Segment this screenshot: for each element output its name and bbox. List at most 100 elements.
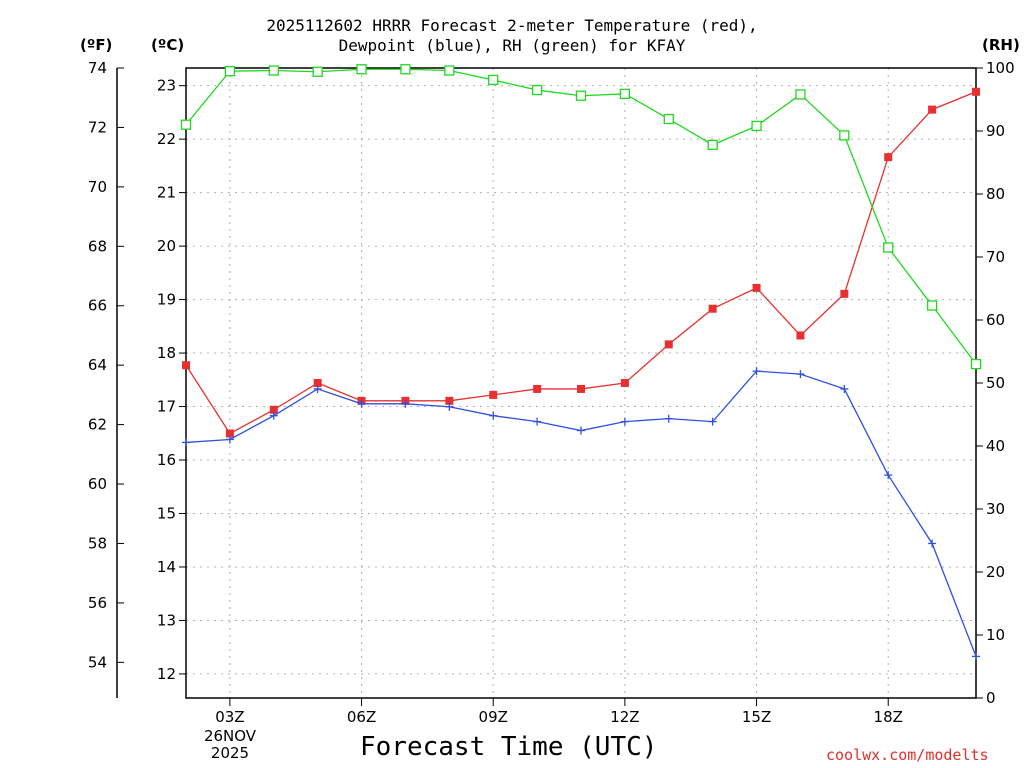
dewpoint-point: [225, 435, 234, 444]
temperature-point: [752, 283, 761, 292]
dewpoint-point: [620, 417, 629, 426]
x-tick-label: 06Z: [347, 708, 376, 726]
dewpoint-point: [708, 417, 717, 426]
temperature-point: [972, 87, 980, 96]
temperature-point: [445, 396, 454, 405]
celsius-tick-label: 22: [157, 130, 176, 148]
rh-point: [926, 300, 938, 311]
fahrenheit-tick-label: 54: [88, 653, 107, 671]
dewpoint-point: [182, 438, 190, 447]
dewpoint-point: [533, 417, 542, 426]
dewpoint-point: [972, 652, 980, 661]
temperature-point: [577, 384, 585, 393]
rh-tick-label: 100: [986, 59, 1015, 77]
dewpoint-point: [269, 411, 278, 420]
fahrenheit-tick-label: 58: [88, 534, 107, 552]
celsius-tick-label: 14: [157, 558, 176, 576]
dewpoint-point: [357, 399, 366, 408]
dewpoint-point: [489, 411, 498, 420]
rh-point: [970, 358, 982, 370]
temperature-point: [313, 379, 322, 387]
celsius-tick-label: 23: [157, 77, 176, 95]
rh-tick-label: 40: [986, 437, 1005, 455]
rh-axis-label: (RH): [982, 36, 1020, 54]
celsius-tick-label: 15: [157, 504, 176, 522]
temperature-point: [533, 384, 542, 393]
rh-point: [488, 74, 499, 86]
rh-point: [312, 66, 323, 77]
dewpoint-point: [577, 426, 585, 435]
temperature-point: [182, 361, 190, 370]
dewpoint-point: [884, 471, 893, 480]
rh-point: [839, 130, 850, 141]
celsius-tick-label: 19: [157, 291, 176, 309]
temperature-line: [185, 91, 977, 435]
rh-tick-label: 50: [986, 374, 1005, 392]
watermark: coolwx.com/modelts: [826, 746, 989, 764]
fahrenheit-tick-label: 72: [88, 118, 107, 136]
temperature-point: [664, 340, 673, 349]
x-tick-label: 03Z: [215, 708, 244, 726]
rh-point: [707, 139, 718, 151]
fahrenheit-tick-label: 56: [88, 594, 107, 612]
fahrenheit-tick-label: 62: [88, 416, 107, 434]
dewpoint-point: [796, 370, 805, 379]
date-label-year: 2025: [210, 744, 250, 762]
dewpoint-point: [840, 384, 849, 393]
rh-tick-label: 90: [986, 122, 1005, 140]
temperature-point: [489, 390, 498, 399]
temperature-point: [225, 429, 234, 438]
dewpoint-point: [752, 367, 761, 376]
fahrenheit-axis-label: (ºF): [80, 36, 113, 54]
x-tick-label: 18Z: [874, 708, 903, 726]
celsius-tick-label: 20: [157, 237, 176, 255]
temperature-point: [884, 153, 893, 162]
dewpoint-point: [313, 384, 322, 393]
temperature-point: [928, 105, 937, 114]
rh-point: [795, 89, 806, 100]
rh-point: [400, 64, 411, 75]
fahrenheit-tick-label: 68: [88, 237, 107, 255]
x-tick-label: 09Z: [479, 708, 508, 726]
celsius-axis-label: (ºC): [151, 36, 185, 54]
rh-point: [531, 84, 543, 96]
celsius-tick-label: 21: [157, 184, 176, 202]
fahrenheit-tick-label: 74: [88, 59, 107, 77]
temperature-point: [840, 289, 849, 298]
rh-point: [224, 66, 236, 77]
celsius-tick-label: 13: [157, 611, 176, 629]
fahrenheit-tick-label: 70: [88, 178, 107, 196]
rh-point: [883, 242, 894, 253]
plot-frame: [185, 67, 977, 699]
temperature-point: [708, 304, 717, 313]
celsius-tick-label: 18: [157, 344, 176, 362]
rh-tick-label: 20: [986, 563, 1005, 581]
x-tick-label: 15Z: [742, 708, 771, 726]
dewpoint-line: [185, 370, 977, 657]
rh-tick-label: 0: [986, 689, 996, 707]
rh-line: [185, 68, 977, 365]
fahrenheit-tick-label: 66: [88, 297, 107, 315]
rh-tick-label: 70: [986, 248, 1005, 266]
temperature-point: [796, 331, 805, 340]
rh-point: [619, 88, 631, 99]
x-axis-title: Forecast Time (UTC): [360, 732, 658, 762]
rh-point: [575, 90, 587, 101]
celsius-tick-label: 17: [157, 398, 176, 416]
temperature-point: [269, 405, 278, 414]
fahrenheit-tick-label: 64: [88, 356, 107, 374]
dewpoint-point: [664, 414, 673, 423]
rh-point: [751, 120, 762, 132]
rh-point: [268, 65, 279, 76]
rh-tick-label: 80: [986, 185, 1005, 203]
dewpoint-point: [928, 539, 937, 548]
x-tick-label: 12Z: [610, 708, 639, 726]
rh-point: [356, 64, 367, 75]
dewpoint-point: [401, 399, 410, 408]
temperature-point: [620, 379, 629, 387]
celsius-tick-label: 16: [157, 451, 176, 469]
fahrenheit-tick-label: 60: [88, 475, 107, 493]
rh-point: [180, 119, 192, 130]
date-label-day: 26NOV: [203, 727, 257, 745]
